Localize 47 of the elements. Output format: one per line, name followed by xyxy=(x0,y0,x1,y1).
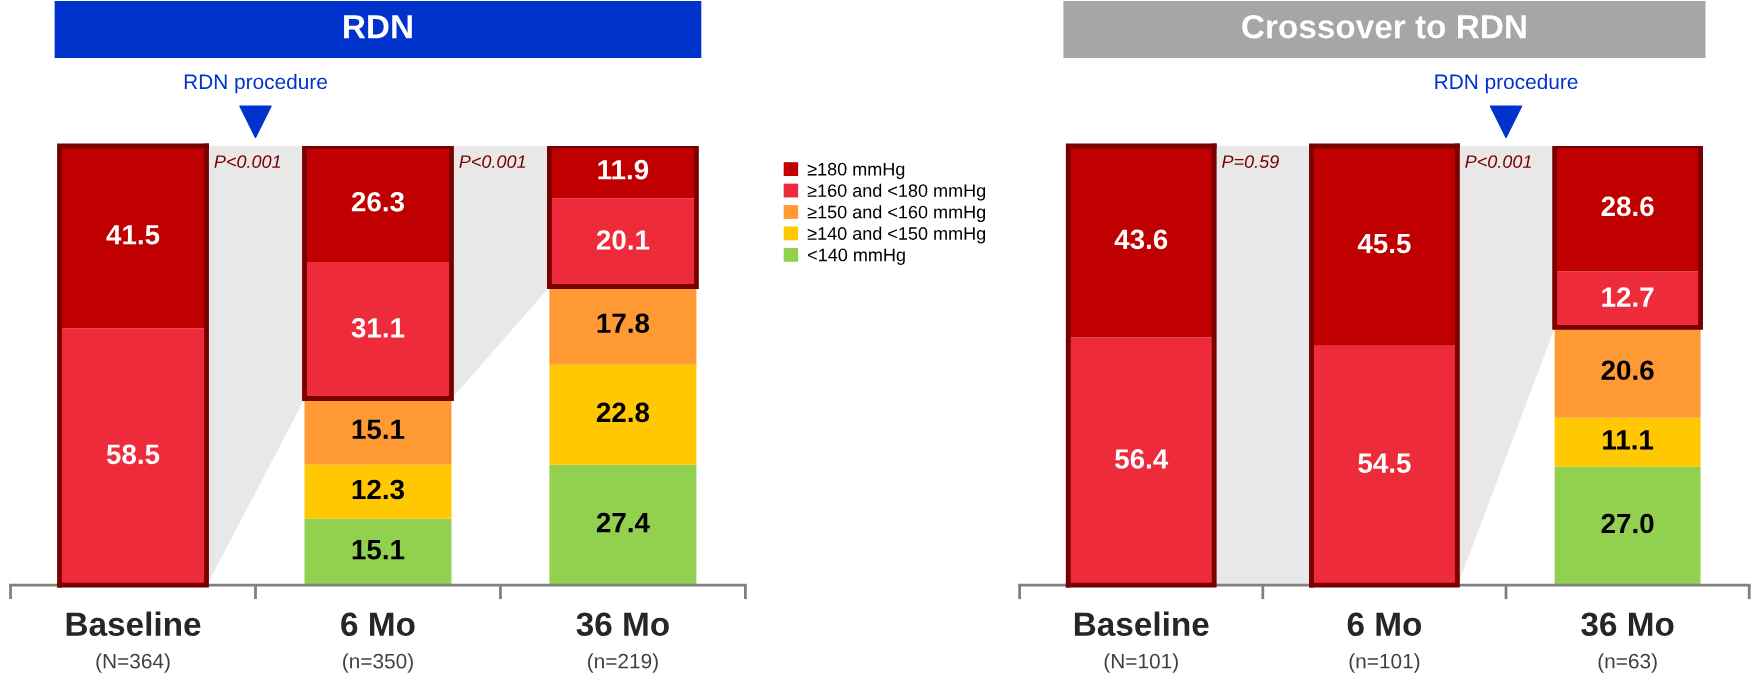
bar xyxy=(304,518,452,586)
data-label: 26.3 xyxy=(351,191,404,212)
bar xyxy=(304,464,452,519)
x-tick-label: Baseline (N=101) xyxy=(1074,611,1209,673)
x-tick-label: 6 Mo (n=350) xyxy=(341,612,415,673)
data-label: 15.1 xyxy=(352,540,405,560)
data-label: 45.5 xyxy=(1357,233,1411,254)
bar xyxy=(549,364,697,465)
chart-title: RDN xyxy=(344,15,412,39)
bar xyxy=(1554,466,1701,586)
bar xyxy=(549,464,697,586)
legend-label: <140 mmHg xyxy=(808,248,905,265)
annotation: P<0.001 xyxy=(214,155,281,168)
data-label: 41.5 xyxy=(106,225,160,245)
legend-label: ≥160 and <180 mmHg xyxy=(807,183,986,201)
annotation: P=0.59 xyxy=(1222,155,1279,168)
data-label: 22.8 xyxy=(596,402,650,423)
bar xyxy=(1554,417,1701,467)
data-label: 43.6 xyxy=(1114,229,1168,250)
data-label: 20.1 xyxy=(596,230,650,250)
text: RDN procedure xyxy=(1435,73,1578,94)
chart-title: Crossover to RDN xyxy=(1242,14,1526,39)
data-label: 15.1 xyxy=(352,419,405,440)
x-tick-label: 36 Mo (n=63) xyxy=(1581,612,1674,673)
annotation: P<0.001 xyxy=(1465,155,1531,168)
data-label: 20.6 xyxy=(1601,360,1654,381)
x-tick-label: 6 Mo (n=101) xyxy=(1347,612,1422,673)
legend-label: ≥140 and <150 mmHg xyxy=(807,226,986,244)
data-label: 31.1 xyxy=(351,318,405,338)
data-label: 11.1 xyxy=(1603,430,1654,450)
data-label: 27.0 xyxy=(1601,513,1654,534)
legend-label: ≥150 and <160 mmHg xyxy=(807,205,986,223)
text: RDN procedure xyxy=(184,73,327,94)
data-label: 56.4 xyxy=(1115,449,1169,469)
annotation: P<0.001 xyxy=(459,155,526,168)
data-label: 27.4 xyxy=(596,512,650,533)
data-label: 12.3 xyxy=(352,479,404,500)
x-tick-label: Baseline (N=364) xyxy=(66,611,201,673)
data-label: 28.6 xyxy=(1601,196,1654,217)
legend-label: ≥180 mmHg xyxy=(807,162,905,180)
data-label: 17.8 xyxy=(597,313,650,334)
data-label: 12.7 xyxy=(1602,287,1654,307)
bar xyxy=(304,398,452,465)
data-label: 11.9 xyxy=(598,159,649,180)
data-label: 58.5 xyxy=(106,444,160,465)
data-label: 54.5 xyxy=(1358,453,1411,473)
x-tick-label: 36 Mo (n=219) xyxy=(576,612,669,673)
